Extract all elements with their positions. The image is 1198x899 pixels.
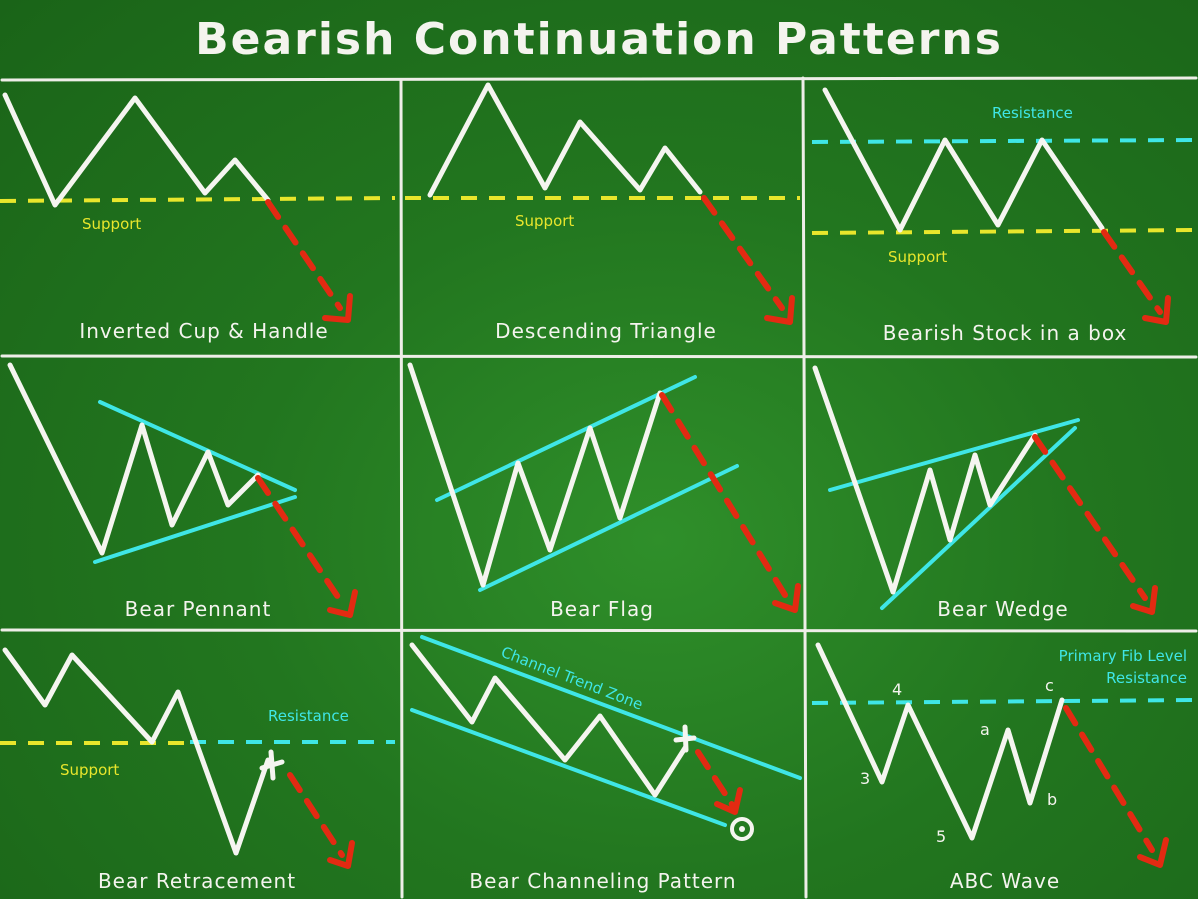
resistance-label: Resistance bbox=[268, 707, 349, 725]
lower-trendline bbox=[478, 464, 739, 592]
panel-bear-flag: Bear Flag bbox=[407, 362, 801, 621]
support-label: Support bbox=[888, 248, 947, 266]
upper-channel-line bbox=[420, 635, 802, 780]
panel-caption: Inverted Cup & Handle bbox=[79, 319, 328, 343]
cross-mark bbox=[268, 749, 276, 781]
breakdown-arrow bbox=[659, 392, 788, 598]
breakdown-arrow bbox=[287, 772, 345, 858]
support-label: Support bbox=[82, 215, 141, 233]
price-line bbox=[2, 92, 271, 208]
wave-c-label: c bbox=[1045, 676, 1054, 695]
breakdown-arrow bbox=[1101, 229, 1163, 315]
arrow-head bbox=[322, 293, 353, 323]
arrow-head bbox=[327, 840, 355, 869]
arrow-head bbox=[1137, 837, 1169, 868]
panel-caption: Bearish Stock in a box bbox=[883, 321, 1128, 345]
upper-trendline bbox=[98, 400, 297, 492]
panel-bear-channeling: Channel Trend Zone Bear Channeling Patte… bbox=[409, 635, 802, 893]
arrow-head bbox=[327, 589, 358, 618]
breakdown-arrow bbox=[255, 475, 343, 603]
panel-descending-triangle: Support Descending Triangle bbox=[405, 82, 800, 343]
arrow-head bbox=[1130, 585, 1158, 615]
arrow-head bbox=[1142, 295, 1171, 325]
fib-resistance-line bbox=[811, 698, 1197, 705]
arrow-head bbox=[764, 295, 795, 325]
fib-resistance-label: Resistance bbox=[1106, 669, 1187, 687]
target-center bbox=[739, 826, 745, 832]
target-circle bbox=[730, 817, 754, 841]
panel-bear-retracement: Resistance Support Bear Retracement bbox=[0, 647, 395, 893]
support-line bbox=[0, 196, 396, 203]
fib-level-label: Primary Fib Level bbox=[1059, 647, 1187, 665]
page-title: Bearish Continuation Patterns bbox=[195, 14, 1003, 65]
price-line bbox=[7, 362, 261, 556]
breakdown-arrow bbox=[1032, 434, 1148, 601]
wave-a-label: a bbox=[980, 720, 990, 739]
cross-mark bbox=[682, 724, 689, 753]
support-label: Support bbox=[515, 212, 574, 230]
panel-caption: Bear Wedge bbox=[937, 597, 1068, 621]
breakdown-arrow bbox=[265, 199, 343, 311]
panel-stock-in-box: Resistance Support Bearish Stock in a bo… bbox=[811, 87, 1197, 345]
wave-5-label: 5 bbox=[936, 827, 946, 846]
upper-trendline bbox=[435, 375, 697, 502]
wave-3-label: 3 bbox=[860, 769, 870, 788]
breakdown-arrow bbox=[695, 749, 736, 809]
wave-b-label: b bbox=[1047, 790, 1057, 809]
panel-caption: Bear Flag bbox=[550, 597, 654, 621]
panel-inverted-cup-handle: Support Inverted Cup & Handle bbox=[0, 92, 396, 343]
grid-frame bbox=[0, 76, 1198, 899]
price-line bbox=[822, 87, 1105, 233]
support-label: Support bbox=[60, 761, 119, 779]
lower-trendline bbox=[93, 495, 297, 564]
arrow-head bbox=[714, 787, 743, 815]
panel-abc-wave: Primary Fib Level Resistance 4 3 5 a b c… bbox=[811, 642, 1197, 893]
panel-bear-wedge: Bear Wedge bbox=[812, 365, 1158, 621]
resistance-line bbox=[811, 138, 1197, 144]
support-line bbox=[811, 228, 1197, 235]
upper-trendline bbox=[828, 418, 1080, 492]
price-line bbox=[815, 642, 1065, 841]
panel-caption: ABC Wave bbox=[950, 869, 1060, 893]
price-line bbox=[409, 642, 688, 798]
panel-caption: Bear Pennant bbox=[125, 597, 272, 621]
resistance-label: Resistance bbox=[992, 104, 1073, 122]
price-line bbox=[407, 362, 663, 588]
channel-label: Channel Trend Zone bbox=[499, 643, 646, 714]
price-line bbox=[812, 365, 1038, 595]
panel-caption: Descending Triangle bbox=[495, 319, 717, 343]
breakdown-arrow bbox=[1063, 705, 1155, 853]
panel-bear-pennant: Bear Pennant bbox=[7, 362, 358, 621]
lower-trendline bbox=[880, 426, 1077, 610]
price-line bbox=[2, 647, 271, 856]
lower-channel-line bbox=[410, 708, 727, 827]
breakdown-arrow bbox=[701, 195, 785, 311]
panel-caption: Bear Retracement bbox=[98, 869, 296, 893]
panel-caption: Bear Channeling Pattern bbox=[469, 869, 736, 893]
wave-4-label: 4 bbox=[892, 680, 902, 699]
arrow-head bbox=[772, 583, 801, 613]
price-line bbox=[427, 82, 703, 198]
